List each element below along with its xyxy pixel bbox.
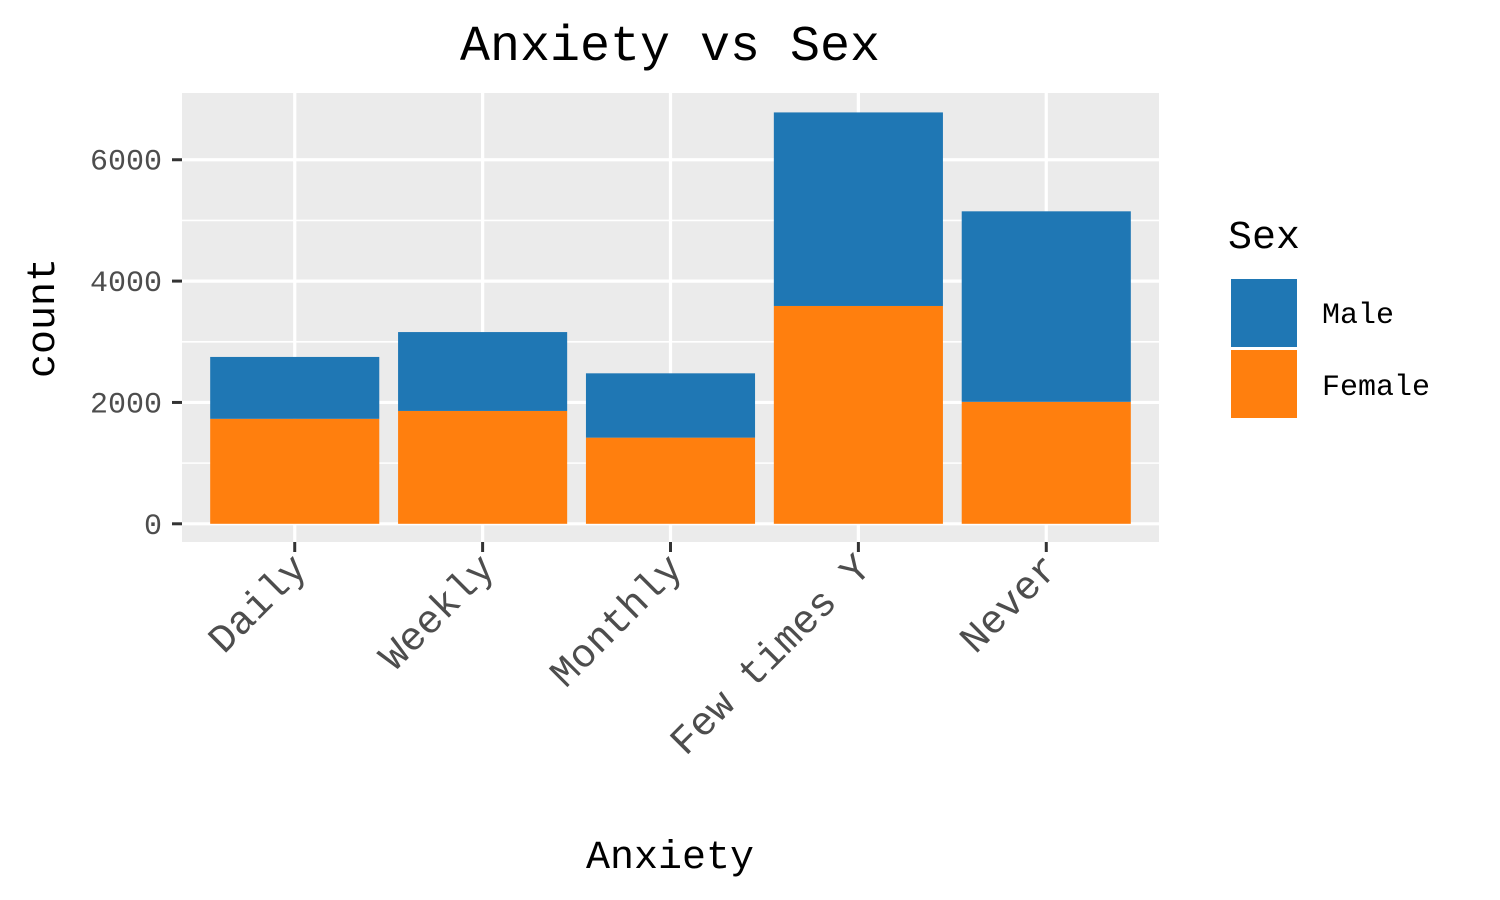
legend-label-female: Female xyxy=(1322,371,1430,405)
bar-male-monthly xyxy=(585,373,756,438)
bar-female-never xyxy=(961,401,1131,524)
bar-male-weekly xyxy=(398,332,568,411)
y-tick-label: 6000 xyxy=(90,146,162,180)
y-tick-label: 0 xyxy=(144,510,162,544)
y-tick-label: 4000 xyxy=(90,267,162,301)
bar-female-few-times-y xyxy=(773,305,943,524)
x-tick-label: Monthly xyxy=(543,547,694,698)
x-tick-label: Daily xyxy=(201,547,318,664)
bar-female-monthly xyxy=(585,437,756,524)
legend-label-male: Male xyxy=(1322,299,1394,333)
y-axis: 0 2000 4000 6000 xyxy=(90,146,182,544)
legend: Sex Male Female xyxy=(1228,216,1430,419)
x-tick-label: Weekly xyxy=(372,547,506,681)
bar-male-few-times-y xyxy=(773,112,943,306)
bar-male-never xyxy=(961,211,1131,402)
bar-female-weekly xyxy=(398,410,568,524)
y-axis-title: count xyxy=(22,258,67,378)
x-tick-label: Never xyxy=(953,547,1070,664)
chart-title: Anxiety vs Sex xyxy=(460,19,880,76)
x-tick-label: Few times Y xyxy=(663,547,882,766)
bars xyxy=(210,112,1131,524)
bar-female-daily xyxy=(210,418,380,524)
y-tick-label: 2000 xyxy=(90,388,162,422)
legend-swatch-female xyxy=(1231,350,1297,418)
x-axis-title: Anxiety xyxy=(586,836,754,881)
legend-swatch-male xyxy=(1231,279,1297,347)
legend-title: Sex xyxy=(1228,216,1300,261)
bar-male-daily xyxy=(210,356,380,419)
